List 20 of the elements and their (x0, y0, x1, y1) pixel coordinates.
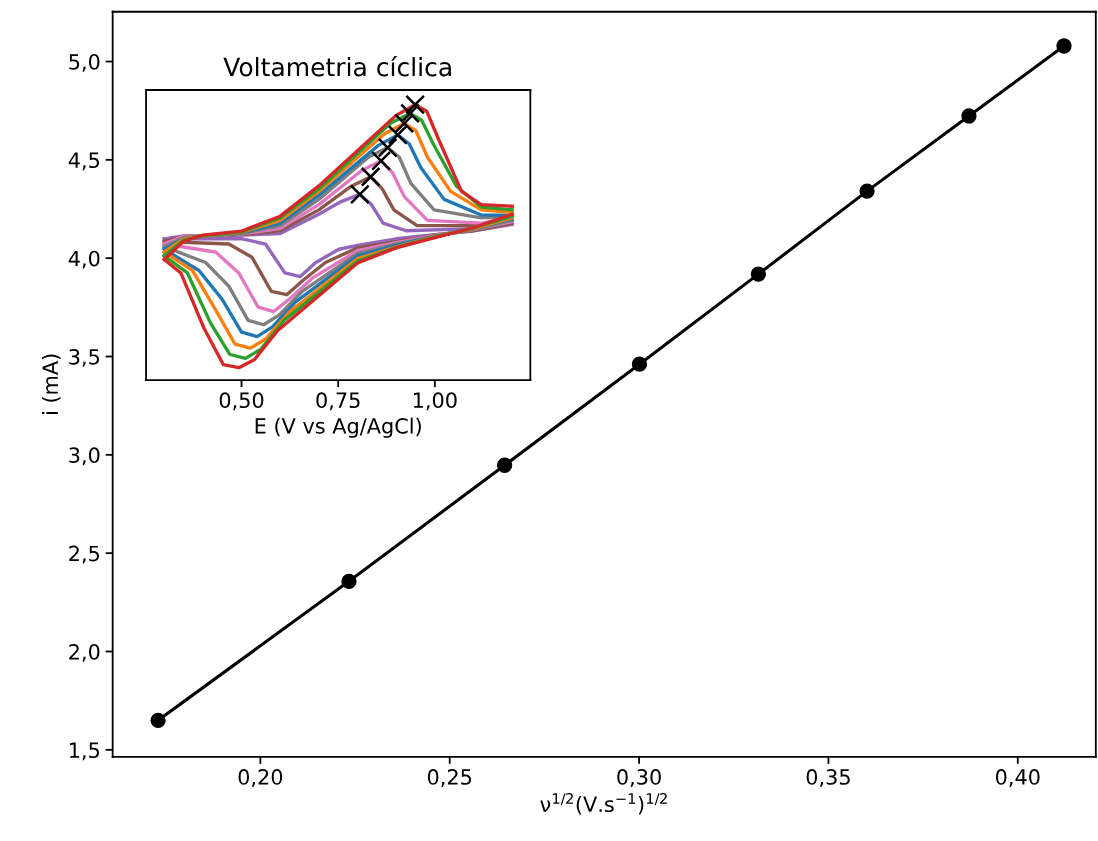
x-tick-label: 0,25 (427, 769, 472, 787)
x-axis-title: E (V vs Ag/AgCl) (255, 417, 421, 438)
y-tick-label: 5,0 (69, 53, 100, 72)
y-tick-label: 3,0 (69, 447, 100, 466)
x-tick-label: 0,75 (316, 392, 360, 411)
x-tick-label: 0,35 (806, 769, 850, 787)
y-tick-label: 1,5 (70, 742, 100, 761)
x-tick-label: 0,40 (995, 769, 1040, 787)
chart-title: Voltametria cíclica (223, 56, 451, 77)
y-tick-label: 2,0 (69, 643, 100, 662)
x-tick-label: 0,30 (617, 769, 661, 787)
y-tick-label: 4,5 (68, 152, 100, 171)
y-tick-label: 2,5 (69, 545, 100, 564)
x-tick-label: 1,00 (413, 392, 457, 411)
y-tick-label: 3,5 (69, 348, 100, 367)
x-tick-label: 0,50 (219, 392, 264, 411)
x-tick-label: 0,20 (238, 769, 283, 787)
x-axis-title: ν$^{1/2}$(V.s$^{−1}$)$^{1/2}$ (540, 793, 667, 815)
y-axis-title: i (mA) (42, 354, 61, 414)
y-tick-label: 4,0 (68, 250, 100, 269)
